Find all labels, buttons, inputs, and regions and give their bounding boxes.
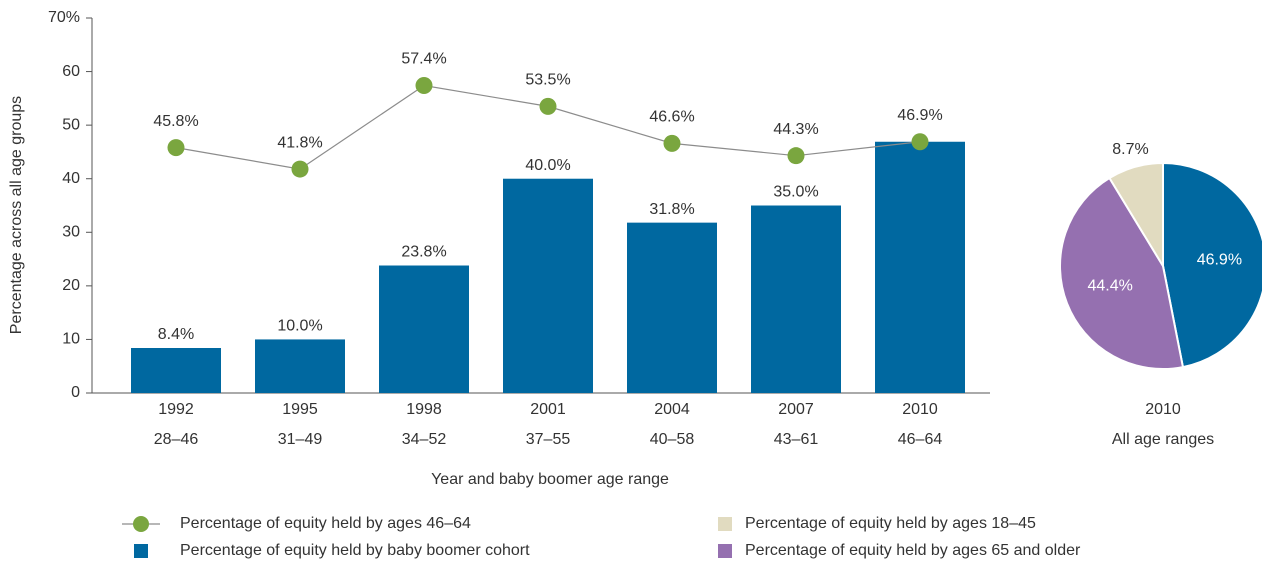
y-tick-label: 70% bbox=[48, 9, 80, 26]
x-tick-label: 2004 bbox=[654, 401, 690, 418]
line-point bbox=[663, 134, 681, 152]
x-tick-sublabel: 43–61 bbox=[774, 431, 819, 448]
bar bbox=[627, 222, 717, 393]
x-tick-sublabel: 34–52 bbox=[402, 431, 447, 448]
x-axis-title: Year and baby boomer age range bbox=[431, 471, 669, 488]
legend-label: Percentage of equity held by ages 65 and… bbox=[745, 542, 1081, 559]
y-tick-label: 0 bbox=[71, 384, 80, 401]
legend-marker bbox=[134, 544, 148, 558]
bar bbox=[255, 339, 345, 393]
line-value-label: 46.9% bbox=[897, 107, 942, 124]
legend-marker bbox=[718, 544, 732, 558]
bar bbox=[751, 205, 841, 393]
legend-label: Percentage of equity held by baby boomer… bbox=[180, 542, 530, 559]
x-tick-label: 2007 bbox=[778, 401, 814, 418]
x-tick-sublabel: 46–64 bbox=[898, 431, 943, 448]
line-point bbox=[539, 97, 557, 115]
pie-slice bbox=[1108, 161, 1164, 270]
pie-subtitle: All age ranges bbox=[1112, 431, 1214, 448]
x-tick-label: 1998 bbox=[406, 401, 442, 418]
bar-value-label: 23.8% bbox=[401, 244, 446, 261]
bar bbox=[875, 141, 965, 393]
y-tick-label: 40 bbox=[62, 170, 80, 187]
line-value-label: 45.8% bbox=[153, 113, 198, 130]
line-value-label: 53.5% bbox=[525, 72, 570, 89]
line-value-label: 41.8% bbox=[277, 134, 322, 151]
y-tick-label: 10 bbox=[62, 331, 80, 348]
line-point bbox=[167, 139, 185, 157]
y-tick-label: 50 bbox=[62, 116, 80, 133]
legend-marker bbox=[133, 516, 149, 532]
bar-value-label: 10.0% bbox=[277, 318, 322, 335]
line-point bbox=[291, 160, 309, 178]
legend-label: Percentage of equity held by ages 18–45 bbox=[745, 515, 1036, 532]
bar-value-label: 40.0% bbox=[525, 157, 570, 174]
bar-value-label: 35.0% bbox=[773, 184, 818, 201]
bar bbox=[503, 178, 593, 393]
x-tick-sublabel: 40–58 bbox=[650, 431, 695, 448]
pie-value-label: 44.4% bbox=[1088, 278, 1133, 295]
line-point bbox=[911, 133, 929, 151]
bar bbox=[379, 265, 469, 393]
bar-value-label: 31.8% bbox=[649, 201, 694, 218]
y-tick-label: 20 bbox=[62, 277, 80, 294]
x-tick-sublabel: 31–49 bbox=[278, 431, 323, 448]
bar bbox=[131, 348, 221, 393]
line-value-label: 46.6% bbox=[649, 109, 694, 126]
pie-slice bbox=[1059, 176, 1185, 370]
x-tick-label: 1995 bbox=[282, 401, 318, 418]
y-tick-label: 30 bbox=[62, 224, 80, 241]
pie-label: 2010 bbox=[1145, 401, 1181, 418]
pie-value-label: 8.7% bbox=[1112, 141, 1148, 158]
pie-slice bbox=[1162, 161, 1262, 369]
y-tick-label: 60 bbox=[62, 63, 80, 80]
x-tick-sublabel: 37–55 bbox=[526, 431, 571, 448]
y-axis-title: Percentage across all age groups bbox=[8, 96, 25, 334]
legend-label: Percentage of equity held by ages 46–64 bbox=[180, 515, 471, 532]
line-value-label: 44.3% bbox=[773, 121, 818, 138]
legend-marker bbox=[718, 517, 732, 531]
x-tick-label: 1992 bbox=[158, 401, 194, 418]
x-tick-label: 2001 bbox=[530, 401, 566, 418]
line-point bbox=[415, 77, 433, 94]
bar-value-label: 8.4% bbox=[158, 326, 194, 343]
x-tick-sublabel: 28–46 bbox=[154, 431, 199, 448]
x-tick-label: 2010 bbox=[902, 401, 938, 418]
line-value-label: 57.4% bbox=[401, 51, 446, 68]
pie-value-label: 46.9% bbox=[1197, 252, 1242, 269]
line-point bbox=[787, 147, 805, 165]
